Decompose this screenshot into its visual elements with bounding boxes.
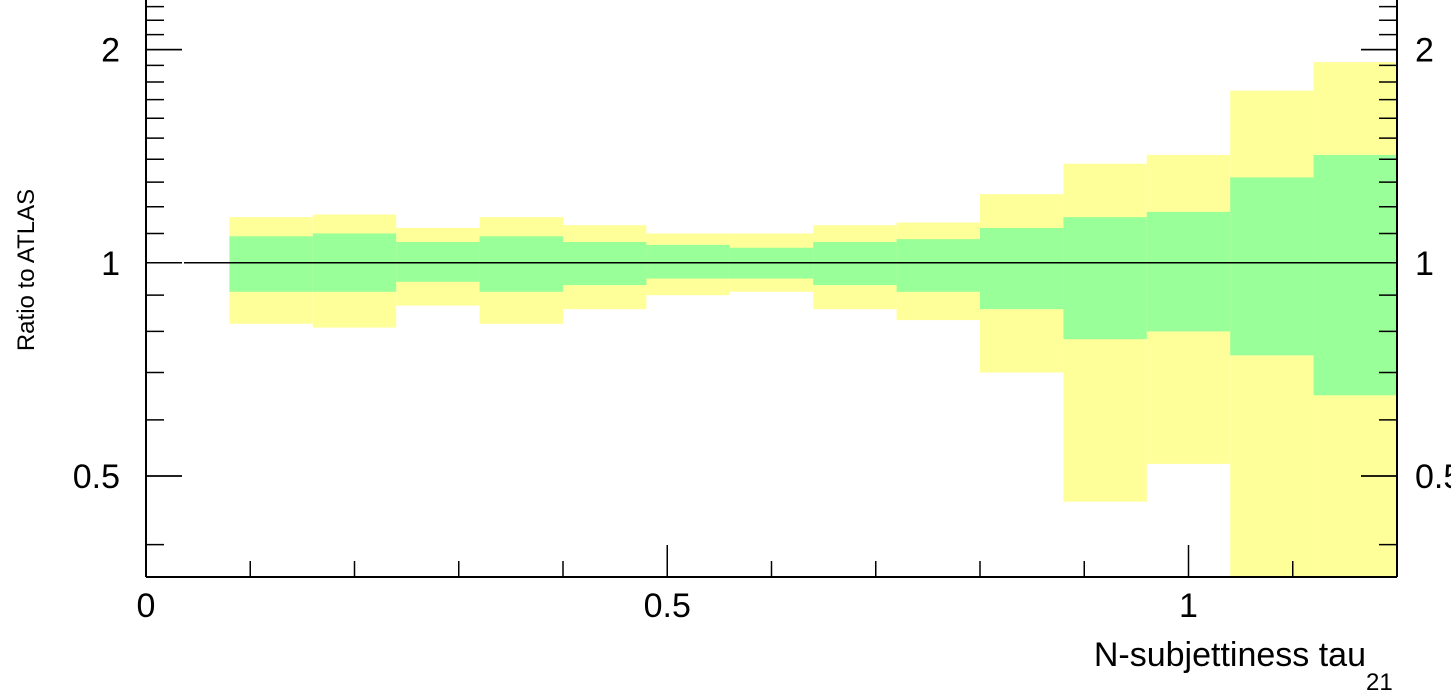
tick-label-group: 0 0.5 1 0.5 1 2 0.5 1 2: [73, 32, 1451, 625]
inner-band-bin-9: [980, 227, 1064, 310]
y-tick-label-left: 1: [101, 245, 120, 283]
inner-band-bin-8: [896, 239, 980, 292]
inner-band-bin-13: [1313, 154, 1397, 396]
y-tick-label-right: 0.5: [1415, 458, 1451, 496]
x-axis-label: N-subjettiness tau: [1094, 636, 1366, 674]
x-tick-label: 0.5: [644, 587, 691, 625]
axes-group: [145, 0, 1398, 578]
inner-band-group: [229, 154, 1397, 396]
x-tick-label: 1: [1179, 587, 1198, 625]
inner-band-bin-10: [1063, 217, 1147, 340]
y-tick-label-left: 2: [101, 32, 120, 70]
inner-band-bin-4: [563, 241, 647, 286]
inner-band-bin-7: [813, 241, 897, 286]
inner-band-bin-11: [1146, 211, 1231, 332]
y-axis-label: Ratio to ATLAS: [13, 189, 40, 351]
inner-band-bin-0: [229, 236, 313, 292]
x-tick-label: 0: [137, 587, 156, 625]
x-axis-label-subscript: 21: [1366, 669, 1393, 696]
y-tick-label-left: 0.5: [73, 458, 120, 496]
y-tick-label-right: 1: [1415, 245, 1434, 283]
inner-band-bin-12: [1230, 177, 1314, 356]
inner-band-bin-2: [396, 241, 480, 282]
y-tick-label-right: 2: [1415, 32, 1434, 70]
inner-band-bin-5: [646, 244, 730, 279]
inner-band-bin-3: [479, 236, 563, 292]
